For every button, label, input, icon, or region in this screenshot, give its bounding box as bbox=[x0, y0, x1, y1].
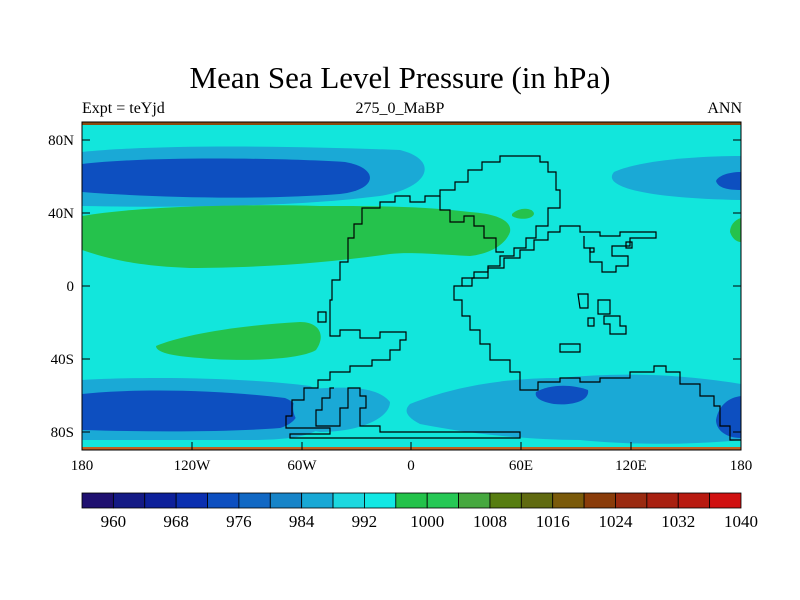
contour-south-high bbox=[156, 322, 321, 360]
contour-north-high bbox=[82, 205, 511, 268]
colorbar-swatch bbox=[520, 492, 554, 509]
x-tick-label: 60E bbox=[509, 458, 533, 474]
colorbar-label: 1032 bbox=[661, 512, 695, 531]
colorbar-swatch bbox=[364, 492, 397, 509]
y-tick-label: 80N bbox=[48, 133, 74, 149]
contour-south-low-east-inner bbox=[535, 385, 589, 405]
x-tick-label: 180 bbox=[71, 458, 94, 474]
colorbar-labels: 960 968 976 984 992 1000 1008 1016 1024 1032 1040 bbox=[101, 512, 758, 531]
x-tick-label: 120E bbox=[615, 458, 647, 474]
colorbar-label: 968 bbox=[163, 512, 189, 531]
colorbar-label: 992 bbox=[352, 512, 378, 531]
colorbar-swatch bbox=[552, 492, 585, 509]
colorbar-swatch bbox=[301, 492, 334, 509]
contour-north-high-east bbox=[730, 218, 741, 242]
x-tick-label: 60W bbox=[287, 458, 317, 474]
colorbar-label: 984 bbox=[289, 512, 315, 531]
experiment-label: Expt = teYjd bbox=[82, 100, 165, 117]
colorbar-swatch bbox=[677, 492, 711, 509]
colorbar-swatch bbox=[238, 492, 271, 509]
y-tick-label: 0 bbox=[67, 279, 75, 295]
colorbar-swatch bbox=[269, 492, 303, 509]
x-tick-label: 0 bbox=[407, 458, 415, 474]
contour-north-low-inner bbox=[82, 158, 370, 198]
colorbar-label: 1000 bbox=[410, 512, 444, 531]
colorbar-swatch bbox=[207, 492, 240, 509]
colorbar-swatch bbox=[81, 492, 114, 509]
colorbar-label: 1040 bbox=[724, 512, 758, 531]
coastline-east-islands bbox=[317, 293, 627, 353]
colorbar-label: 1024 bbox=[598, 512, 633, 531]
colorbar-label: 960 bbox=[101, 512, 127, 531]
pressure-map bbox=[82, 122, 741, 450]
coastline bbox=[285, 155, 741, 441]
colorbar-label: 976 bbox=[226, 512, 252, 531]
colorbar-swatch bbox=[426, 492, 459, 509]
coastline-west-gondwana bbox=[285, 207, 521, 439]
contour-north-low-east-outer bbox=[611, 156, 741, 200]
colorbar-swatch bbox=[395, 492, 428, 509]
colorbar-swatch bbox=[646, 492, 679, 509]
y-axis bbox=[82, 139, 741, 433]
contour-south-low-east-outer bbox=[406, 374, 741, 444]
x-tick-label: 180 bbox=[730, 458, 753, 474]
colorbar-swatch bbox=[709, 492, 742, 509]
colorbar-swatch bbox=[332, 492, 365, 509]
colorbar-swatch bbox=[144, 492, 177, 509]
colorbar-label: 1008 bbox=[473, 512, 507, 531]
coastline-tethys-south bbox=[462, 225, 657, 287]
colorbar-swatch bbox=[175, 492, 208, 509]
colorbar-swatch bbox=[458, 492, 491, 509]
contour-north-low-east-inner bbox=[716, 172, 741, 190]
colorbar-swatch bbox=[112, 492, 146, 509]
time-label: 275_0_MaBP bbox=[355, 100, 445, 117]
y-tick-label: 40S bbox=[51, 352, 74, 368]
y-tick-label: 40N bbox=[48, 206, 74, 222]
coastline-tethys-north bbox=[439, 196, 504, 253]
contour-south-low-edge bbox=[716, 396, 741, 438]
colorbar-swatch bbox=[615, 492, 648, 509]
x-tick-label: 120W bbox=[174, 458, 212, 474]
x-axis bbox=[81, 442, 742, 450]
colorbar-label: 1016 bbox=[536, 512, 570, 531]
colorbar bbox=[81, 492, 742, 509]
contour-south-low-inner bbox=[82, 390, 298, 432]
contour-north-high-islet bbox=[512, 208, 534, 219]
map-title: Mean Sea Level Pressure (in hPa) bbox=[189, 60, 611, 95]
colorbar-swatch bbox=[583, 492, 616, 509]
pole-north-strip bbox=[82, 122, 741, 125]
colorbar-swatch bbox=[489, 492, 522, 509]
season-label: ANN bbox=[707, 100, 742, 117]
coastline-east-lakes bbox=[589, 241, 633, 253]
y-tick-label: 80S bbox=[51, 425, 74, 441]
